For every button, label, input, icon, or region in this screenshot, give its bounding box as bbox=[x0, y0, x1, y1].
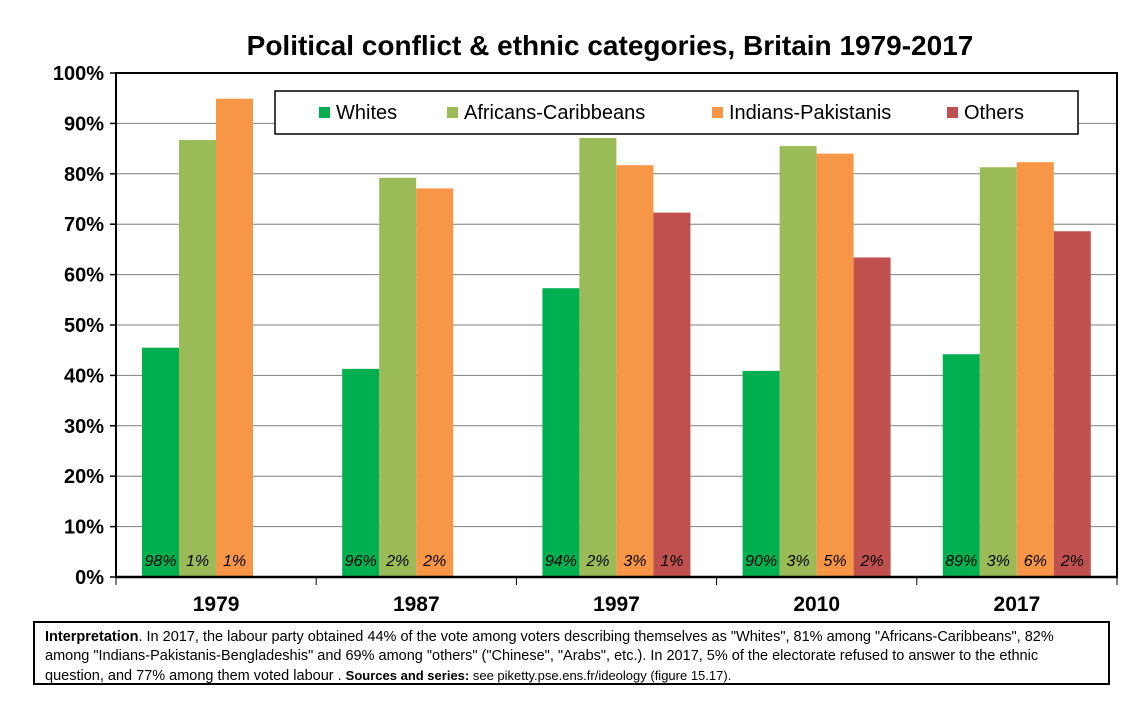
note-lead: Interpretation bbox=[45, 629, 139, 645]
bar-whites bbox=[942, 354, 980, 577]
legend: Whites Africans-Caribbeans Indians-Pakista… bbox=[274, 90, 1079, 135]
legend-swatch bbox=[712, 107, 723, 118]
y-tick-label: 10% bbox=[64, 517, 104, 539]
bar-whites bbox=[542, 288, 580, 577]
legend-label: Africans-Caribbeans bbox=[464, 102, 645, 124]
bar-data-label: 1% bbox=[186, 553, 209, 570]
bar-data-label: 2% bbox=[422, 553, 446, 570]
y-tick-label: 80% bbox=[64, 164, 104, 186]
interpretation-note: Interpretation. In 2017, the labour part… bbox=[33, 621, 1110, 685]
bar-data-label: 3% bbox=[787, 553, 810, 570]
legend-label: Indians-Pakistanis bbox=[729, 102, 891, 124]
x-category-label: 1987 bbox=[393, 593, 440, 616]
legend-label: Whites bbox=[336, 102, 397, 124]
bar-data-label: 89% bbox=[945, 553, 977, 570]
bar-data-label: 98% bbox=[144, 553, 176, 570]
y-tick-label: 70% bbox=[64, 214, 104, 236]
bar-africans-caribbeans bbox=[379, 177, 417, 577]
bar-data-label: 1% bbox=[660, 553, 683, 570]
note-sources-label: Sources and series: bbox=[345, 668, 470, 683]
y-tick-label: 40% bbox=[64, 365, 104, 387]
bar-whites bbox=[742, 370, 780, 577]
bar-data-label: 2% bbox=[585, 553, 609, 570]
bar-whites bbox=[342, 368, 380, 577]
axes: 0% 10% 20% 30% 40% 50% 60% 70% 80% 90% 100% 1979 198… bbox=[53, 63, 1118, 616]
y-tick-label: 0% bbox=[75, 567, 104, 589]
legend-swatch bbox=[447, 107, 458, 118]
bar-data-label: 2% bbox=[385, 553, 409, 570]
bar-data-label: 2% bbox=[1060, 553, 1084, 570]
x-category-label: 1997 bbox=[593, 593, 640, 616]
bar-africans-caribbeans bbox=[579, 138, 617, 578]
bar-others bbox=[1053, 231, 1091, 578]
bar-others bbox=[653, 212, 691, 577]
bar-africans-caribbeans bbox=[979, 167, 1017, 578]
bar-others bbox=[853, 257, 891, 577]
bar-data-label: 96% bbox=[345, 553, 377, 570]
x-category-label: 1979 bbox=[193, 593, 240, 616]
bar-africans-caribbeans bbox=[179, 140, 216, 578]
bar-data-label: 1% bbox=[223, 553, 246, 570]
legend-box bbox=[274, 90, 1079, 135]
bar-indians-pakistanis bbox=[216, 98, 253, 577]
legend-swatch bbox=[319, 107, 330, 118]
y-tick-label: 30% bbox=[64, 416, 104, 438]
bars: 98% 1% 1% 96% 2% 2% 94% 2% 3% 1% 90% 3% 5% 2% 89% 3% 6% 2… bbox=[142, 98, 1091, 578]
bar-data-label: 2% bbox=[860, 553, 884, 570]
bar-data-label: 3% bbox=[987, 553, 1010, 570]
bar-indians-pakistanis bbox=[416, 188, 454, 577]
x-category-label: 2017 bbox=[994, 593, 1041, 616]
note-sources-text: see piketty.pse.ens.fr/ideology (figure … bbox=[469, 668, 732, 683]
y-tick-label: 50% bbox=[64, 315, 104, 337]
legend-swatch bbox=[947, 107, 958, 118]
y-tick-label: 60% bbox=[64, 265, 104, 287]
y-tick-label: 90% bbox=[64, 113, 104, 135]
bar-data-label: 94% bbox=[545, 553, 577, 570]
bar-data-label: 5% bbox=[824, 553, 847, 570]
bar-chart: 98% 1% 1% 96% 2% 2% 94% 2% 3% 1% 90% 3% 5% 2% 89% 3% 6% 2… bbox=[53, 63, 1118, 616]
bar-indians-pakistanis bbox=[1016, 162, 1054, 577]
bar-whites bbox=[142, 347, 179, 577]
y-tick-label: 100% bbox=[53, 63, 104, 85]
bar-data-label: 90% bbox=[745, 553, 777, 570]
bar-indians-pakistanis bbox=[816, 153, 854, 577]
bar-data-label: 3% bbox=[623, 553, 646, 570]
bar-data-label: 6% bbox=[1024, 553, 1047, 570]
legend-label: Others bbox=[964, 102, 1024, 124]
bar-africans-caribbeans bbox=[779, 146, 817, 577]
note-body: . In 2017, the labour party obtained 44%… bbox=[45, 629, 1054, 684]
chart-title: Political conflict & ethnic categories, … bbox=[246, 30, 974, 61]
y-tick-label: 20% bbox=[64, 466, 104, 488]
bar-indians-pakistanis bbox=[616, 165, 654, 577]
x-category-label: 2010 bbox=[793, 593, 840, 616]
